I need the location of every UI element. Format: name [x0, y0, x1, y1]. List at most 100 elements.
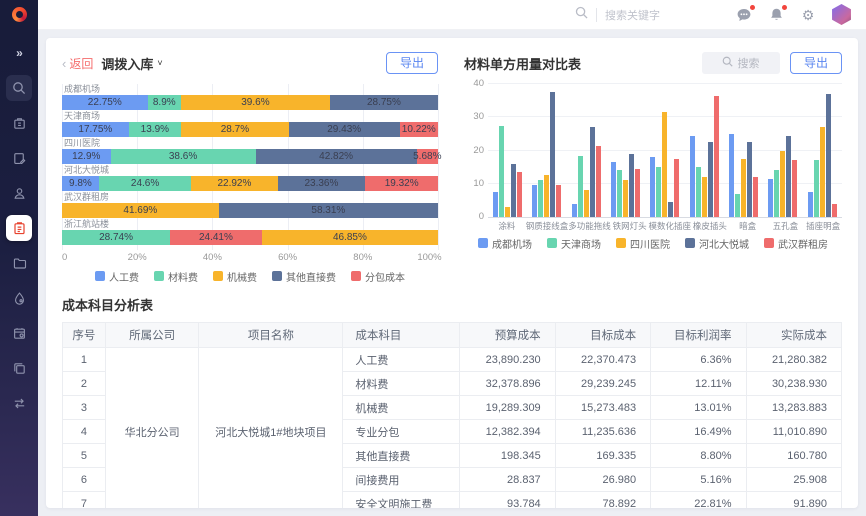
- bar-segment[interactable]: 46.85%: [261, 230, 438, 245]
- bar[interactable]: [635, 168, 641, 217]
- messages-button[interactable]: [735, 4, 755, 24]
- bar[interactable]: [768, 178, 774, 217]
- sidebar-item-org[interactable]: [6, 110, 32, 136]
- legend-item[interactable]: 其他直接费: [272, 269, 336, 284]
- user-avatar[interactable]: [832, 4, 851, 25]
- sidebar-item-search[interactable]: [6, 75, 32, 101]
- chevron-down-icon[interactable]: ˅: [157, 58, 163, 68]
- sidebar-item-document[interactable]: [6, 145, 32, 171]
- bar-segment[interactable]: 28.7%: [180, 122, 289, 137]
- sidebar-item-device[interactable]: [6, 320, 32, 346]
- bar-segment[interactable]: 24.6%: [98, 176, 192, 191]
- bar[interactable]: [753, 177, 759, 217]
- legend-item[interactable]: 分包成本: [351, 269, 405, 284]
- bar[interactable]: [532, 185, 538, 217]
- stacked-bar[interactable]: 17.75% 13.9% 28.7% 29.43% 10.22%: [62, 122, 438, 137]
- bar-segment[interactable]: 28.75%: [329, 95, 438, 110]
- bar[interactable]: [511, 163, 517, 217]
- bar-segment[interactable]: 22.92%: [191, 176, 278, 191]
- bar[interactable]: [550, 92, 556, 217]
- bar[interactable]: [662, 112, 668, 217]
- bar[interactable]: [831, 203, 837, 217]
- bar[interactable]: [611, 162, 617, 217]
- settings-button[interactable]: ⚙: [799, 6, 817, 24]
- bar[interactable]: [819, 127, 825, 217]
- bar[interactable]: [689, 135, 695, 217]
- bar[interactable]: [713, 95, 719, 217]
- stacked-bar[interactable]: 22.75% 8.9% 39.6% 28.75%: [62, 95, 438, 110]
- bar-segment[interactable]: 12.9%: [62, 149, 111, 164]
- bar[interactable]: [493, 192, 499, 217]
- legend-item[interactable]: 机械费: [213, 269, 257, 284]
- bar-segment[interactable]: 9.8%: [62, 176, 99, 191]
- bar-segment[interactable]: 5.68%: [413, 149, 442, 164]
- legend-item[interactable]: 材料费: [154, 269, 198, 284]
- stacked-bar[interactable]: 28.74% 24.41% 46.85%: [62, 230, 438, 245]
- legend-item[interactable]: 成都机场: [478, 236, 532, 251]
- bar[interactable]: [807, 192, 813, 217]
- sidebar-item-cost-active[interactable]: [6, 215, 32, 241]
- bar-segment[interactable]: 19.32%: [365, 176, 438, 191]
- right-export-button[interactable]: 导出: [789, 51, 842, 75]
- bar-segment[interactable]: 38.6%: [110, 149, 256, 164]
- back-chevron-icon[interactable]: ‹: [62, 55, 67, 71]
- sidebar-item-user[interactable]: [6, 180, 32, 206]
- bar[interactable]: [701, 177, 707, 217]
- bar[interactable]: [825, 93, 831, 217]
- bar[interactable]: [629, 153, 635, 217]
- global-search-placeholder[interactable]: 搜索关键字: [605, 9, 660, 22]
- bar[interactable]: [695, 167, 701, 217]
- bar-segment[interactable]: 8.9%: [147, 95, 181, 110]
- bar[interactable]: [650, 157, 656, 217]
- bar-segment[interactable]: 39.6%: [180, 95, 330, 110]
- back-link[interactable]: 返回: [69, 56, 94, 71]
- bar[interactable]: [674, 158, 680, 217]
- bar-segment[interactable]: 29.43%: [288, 122, 400, 137]
- bar[interactable]: [735, 193, 741, 217]
- bar[interactable]: [707, 142, 713, 217]
- bar-segment[interactable]: 41.69%: [62, 203, 219, 218]
- bar-segment[interactable]: 10.22%: [399, 122, 438, 137]
- sidebar-expand-button[interactable]: »: [6, 40, 32, 66]
- sidebar-item-transfer[interactable]: [6, 390, 32, 416]
- bar[interactable]: [538, 180, 544, 217]
- sidebar-item-copy[interactable]: [6, 355, 32, 381]
- bar-segment[interactable]: 58.31%: [218, 203, 438, 218]
- bar[interactable]: [617, 170, 623, 217]
- bar[interactable]: [729, 133, 735, 217]
- notifications-button[interactable]: [767, 4, 787, 24]
- bar[interactable]: [589, 127, 595, 217]
- bar-segment[interactable]: 17.75%: [62, 122, 129, 137]
- chart-search-input[interactable]: 搜索: [701, 52, 780, 74]
- bar[interactable]: [517, 172, 523, 217]
- legend-item[interactable]: 天津商场: [547, 236, 601, 251]
- bar[interactable]: [668, 202, 674, 217]
- bar-segment[interactable]: 24.41%: [170, 230, 262, 245]
- bar[interactable]: [556, 185, 562, 217]
- sidebar-item-folder[interactable]: [6, 250, 32, 276]
- global-search[interactable]: 搜索关键字: [575, 6, 675, 24]
- bar[interactable]: [583, 190, 589, 217]
- stacked-bar[interactable]: 9.8% 24.6% 22.92% 23.36% 19.32%: [62, 176, 438, 191]
- legend-item[interactable]: 四川医院: [616, 236, 670, 251]
- bar[interactable]: [623, 180, 629, 217]
- bar[interactable]: [595, 145, 601, 217]
- bar[interactable]: [544, 175, 550, 217]
- stacked-bar[interactable]: 41.69% 58.31%: [62, 203, 438, 218]
- left-export-button[interactable]: 导出: [385, 51, 438, 75]
- bar-segment[interactable]: 42.82%: [255, 149, 417, 164]
- bar-segment[interactable]: 22.75%: [62, 95, 148, 110]
- bar[interactable]: [577, 155, 583, 217]
- legend-item[interactable]: 武汉群租房: [764, 236, 828, 251]
- bar-segment[interactable]: 13.9%: [128, 122, 181, 137]
- legend-item[interactable]: 人工费: [95, 269, 139, 284]
- sidebar-item-material[interactable]: [6, 285, 32, 311]
- bar[interactable]: [774, 170, 780, 217]
- bar-segment[interactable]: 28.74%: [62, 230, 171, 245]
- bar[interactable]: [747, 142, 753, 217]
- bar[interactable]: [813, 160, 819, 217]
- stacked-bar[interactable]: 12.9% 38.6% 42.82% 5.68%: [62, 149, 442, 164]
- bar[interactable]: [499, 125, 505, 217]
- bar[interactable]: [571, 203, 577, 217]
- bar[interactable]: [786, 135, 792, 217]
